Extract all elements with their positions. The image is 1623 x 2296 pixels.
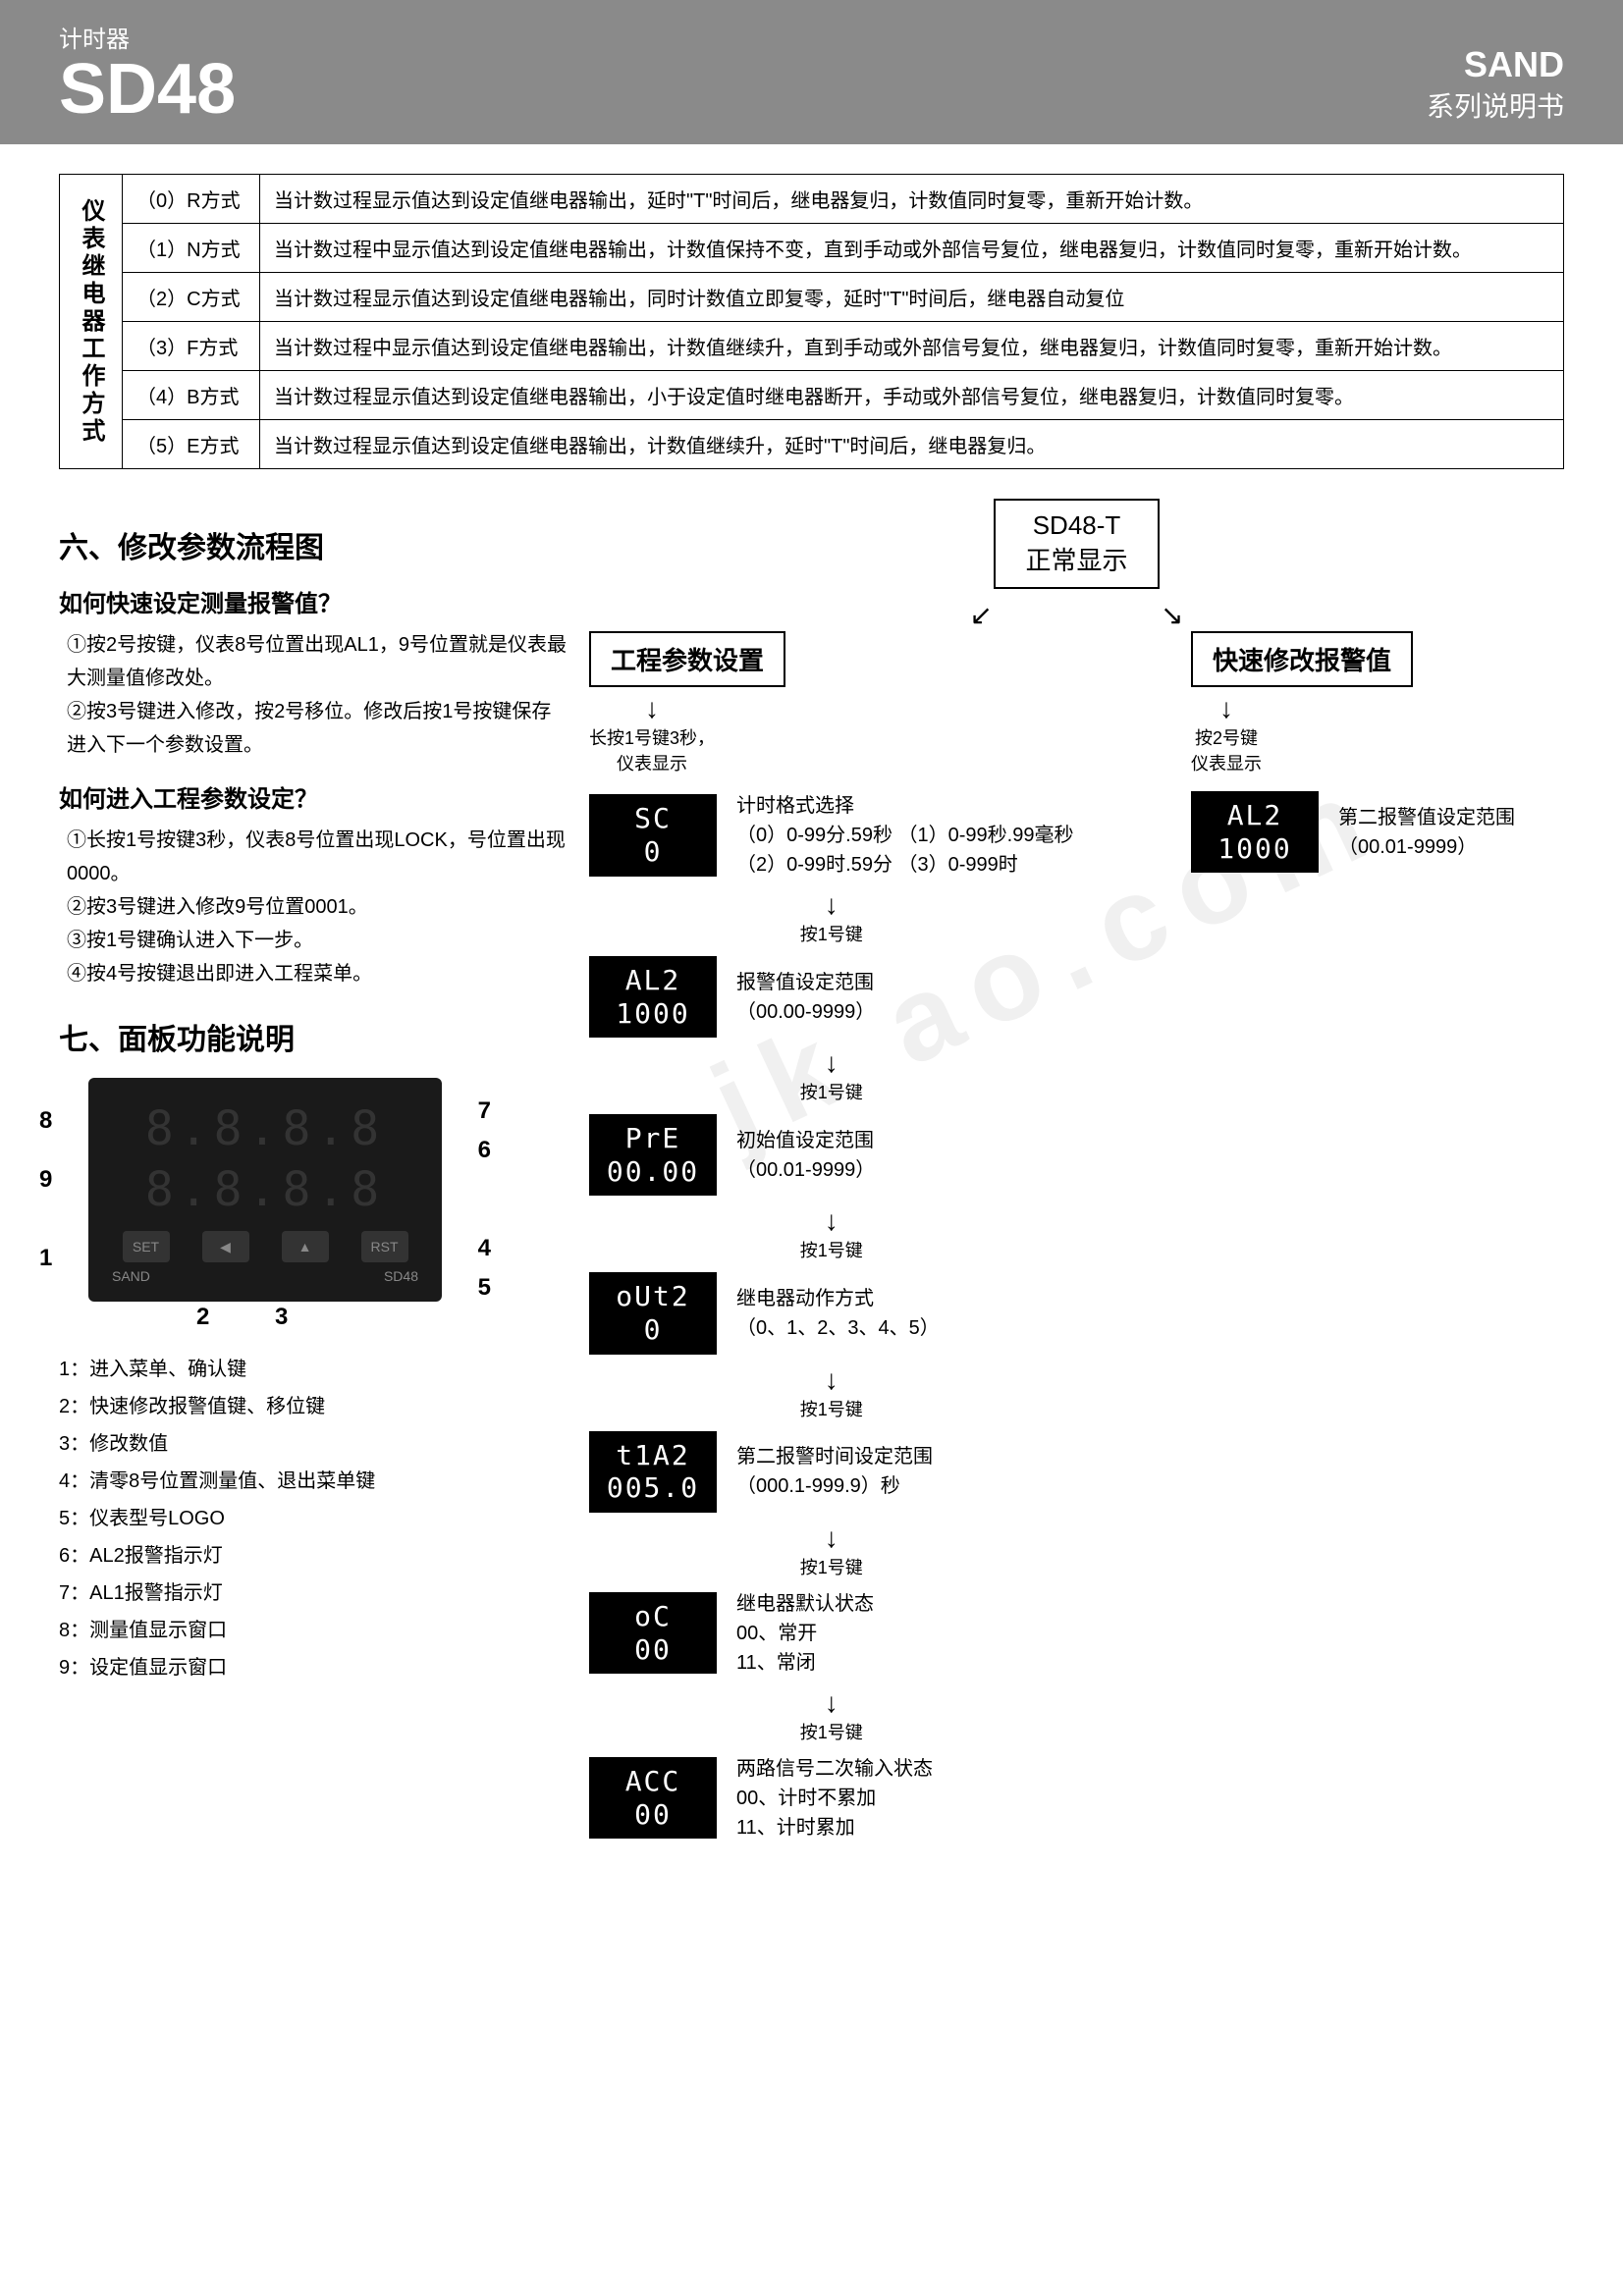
flow-step-desc-0: 计时格式选择 （0）0-99分.59秒 （1）0-99秒.99毫秒 （2）0-9… [736,791,1073,880]
section6-title: 六、修改参数流程图 [59,523,569,566]
flow-step-desc-1: 报警值设定范围 （00.00-9999） [736,968,875,1027]
flow-step-0: SC 0计时格式选择 （0）0-99分.59秒 （1）0-99秒.99毫秒 （2… [589,791,1073,880]
q1-steps: ①按2号按键，仪表8号位置出现AL1，9号位置就是仪表最大测量值修改处。 ②按3… [59,628,569,762]
legend-1: 1：进入菜单、确认键 [59,1351,569,1388]
flow-steps: SC 0计时格式选择 （0）0-99分.59秒 （1）0-99秒.99毫秒 （2… [589,781,1073,1852]
q2: 如何进入工程参数设定？ [59,779,569,814]
flow-step-disp-4: t1A2 005.0 [589,1431,717,1513]
seg-display-1: 8.8.8.8 [106,1101,424,1156]
flow-step-disp-2: PrE 00.00 [589,1114,717,1196]
branch2-box: 快速修改报警值 [1191,631,1413,687]
legend-5: 5：仪表型号LOGO [59,1500,569,1537]
panel-logo: SAND [112,1268,150,1284]
category-label: 计时器 [59,20,236,54]
legend-7: 7：AL1报警指示灯 [59,1575,569,1612]
flow-arrow-5: 按1号键 [589,1687,1073,1744]
seg-display-2: 8.8.8.8 [106,1162,424,1217]
quick-row: AL2 1000 第二报警值设定范围 （00.01-9999） [1191,791,1515,873]
flow-step-disp-0: SC 0 [589,794,717,876]
mode-2-label: （2）C方式 [123,273,260,322]
panel-btn-up: ▲ [282,1231,329,1262]
q1: 如何快速设定测量报警值？ [59,584,569,618]
flow-step-desc-2: 初始值设定范围 （00.01-9999） [736,1126,875,1185]
panel-model: SD48 [384,1268,418,1284]
panel-btn-rst: RST [361,1231,408,1262]
legend-4: 4：清零8号位置测量值、退出菜单键 [59,1463,569,1500]
panel-buttons: SET ◀ ▲ RST [106,1231,424,1262]
flow-arrow-0: 按1号键 [589,889,1073,946]
flow-step-desc-6: 两路信号二次输入状态 00、计时不累加 11、计时累加 [736,1754,933,1842]
quick-disp: AL2 1000 [1191,791,1319,873]
legend-6: 6：AL2报警指示灯 [59,1537,569,1575]
mode-0-desc: 当计数过程显示值达到设定值继电器输出，延时"T"时间后，继电器复归，计数值同时复… [260,175,1564,224]
flow-step-desc-5: 继电器默认状态 00、常开 11、常闭 [736,1589,874,1678]
mode-4-desc: 当计数过程显示值达到设定值继电器输出，小于设定值时继电器断开，手动或外部信号复位… [260,371,1564,420]
flow-step-disp-1: AL2 1000 [589,956,717,1038]
section7-title: 七、面板功能说明 [59,1015,569,1058]
callout-4: 4 [478,1235,491,1262]
flow-step-4: t1A2 005.0 第二报警时间设定范围 （000.1-999.9）秒 [589,1431,1073,1513]
panel-legend: 1：进入菜单、确认键 2：快速修改报警值键、移位键 3：修改数值 4：清零8号位… [59,1351,569,1686]
flow-arrow-2: 按1号键 [589,1205,1073,1262]
callout-9: 9 [39,1166,52,1194]
callout-3: 3 [275,1304,288,1331]
panel-logo-row: SAND SD48 [106,1268,424,1284]
mode-1-desc: 当计数过程中显示值达到设定值继电器输出，计数值保持不变，直到手动或外部信号复位，… [260,224,1564,273]
flow-step-desc-3: 继电器动作方式 （0、1、2、3、4、5） [736,1284,940,1343]
flow-step-6: ACC 00两路信号二次输入状态 00、计时不累加 11、计时累加 [589,1754,1073,1842]
arrow-note2: 按2号键 仪表显示 [1191,693,1262,775]
header-left: 计时器 SD48 [59,20,236,125]
device-panel: 8.8.8.8 8.8.8.8 SET ◀ ▲ RST SAND SD48 [88,1078,442,1302]
quick-desc: 第二报警值设定范围 （00.01-9999） [1338,803,1515,862]
callout-2: 2 [196,1304,209,1331]
callout-8: 8 [39,1107,52,1135]
flow-step-1: AL2 1000 报警值设定范围 （00.00-9999） [589,956,1073,1038]
flow-step-disp-6: ACC 00 [589,1757,717,1839]
callout-1: 1 [39,1245,52,1272]
flow-step-5: oC 00继电器默认状态 00、常开 11、常闭 [589,1589,1073,1678]
flow-step-desc-4: 第二报警时间设定范围 （000.1-999.9）秒 [736,1442,933,1501]
flow-arrow-3: 按1号键 [589,1364,1073,1421]
header-right: SAND 系列说明书 [1427,44,1564,125]
mode-1-label: （1）N方式 [123,224,260,273]
right-column: jk ao.com SD48-T 正常显示 ↙ ↘ 工程参数设置 长按1号键3秒… [589,499,1564,1852]
mode-5-desc: 当计数过程显示值达到设定值继电器输出，计数值继续升，延时"T"时间后，继电器复归… [260,420,1564,469]
panel-btn-set: SET [123,1231,170,1262]
mode-4-label: （4）B方式 [123,371,260,420]
legend-9: 9：设定值显示窗口 [59,1649,569,1686]
flow-arrow-4: 按1号键 [589,1522,1073,1579]
flow-step-2: PrE 00.00 初始值设定范围 （00.01-9999） [589,1114,1073,1196]
callout-5: 5 [478,1274,491,1302]
q2-steps: ①长按1号按键3秒，仪表8号位置出现LOCK，号位置出现0000。 ②按3号键进… [59,824,569,990]
mode-table: 仪表继电器工作方式 （0）R方式 当计数过程显示值达到设定值继电器输出，延时"T… [59,174,1564,469]
brand-label: SAND [1427,44,1564,85]
callout-7: 7 [478,1097,491,1125]
mode-2-desc: 当计数过程显示值达到设定值继电器输出，同时计数值立即复零，延时"T"时间后，继电… [260,273,1564,322]
flow-step-3: oUt2 0 继电器动作方式 （0、1、2、3、4、5） [589,1272,1073,1354]
subtitle-label: 系列说明书 [1427,85,1564,125]
flow-split-arrow: ↙ ↘ [589,599,1564,631]
panel-diagram: 8 9 1 7 6 4 5 2 3 8.8.8.8 8.8.8.8 SET ◀ … [59,1078,471,1302]
arrow-note1: 长按1号键3秒， 仪表显示 [589,693,715,775]
panel-btn-left: ◀ [202,1231,249,1262]
legend-3: 3：修改数值 [59,1425,569,1463]
flow-start: SD48-T 正常显示 [994,499,1159,589]
legend-8: 8：测量值显示窗口 [59,1612,569,1649]
mode-3-label: （3）F方式 [123,322,260,371]
mode-0-label: （0）R方式 [123,175,260,224]
callout-6: 6 [478,1137,491,1164]
page-header: 计时器 SD48 SAND 系列说明书 [0,0,1623,144]
flow-step-disp-3: oUt2 0 [589,1272,717,1354]
content: 仪表继电器工作方式 （0）R方式 当计数过程显示值达到设定值继电器输出，延时"T… [0,144,1623,1882]
flow-arrow-1: 按1号键 [589,1047,1073,1104]
branch1-box: 工程参数设置 [589,631,785,687]
mode-3-desc: 当计数过程中显示值达到设定值继电器输出，计数值继续升，直到手动或外部信号复位，继… [260,322,1564,371]
left-column: 六、修改参数流程图 如何快速设定测量报警值？ ①按2号按键，仪表8号位置出现AL… [59,499,569,1852]
flow-step-disp-5: oC 00 [589,1592,717,1674]
legend-2: 2：快速修改报警值键、移位键 [59,1388,569,1425]
model-label: SD48 [59,54,236,125]
mode-table-vheader: 仪表继电器工作方式 [60,175,123,469]
mode-5-label: （5）E方式 [123,420,260,469]
